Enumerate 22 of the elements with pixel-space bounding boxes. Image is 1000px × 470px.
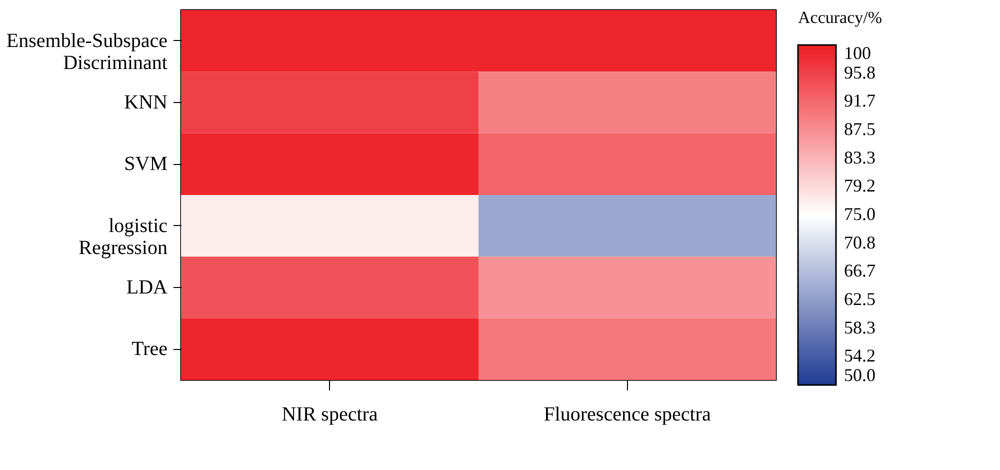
color-bar-label: 100: [844, 43, 871, 63]
y-tick-label: SVM: [124, 153, 168, 176]
color-bar-title: Accuracy/%: [798, 8, 882, 27]
x-tick-label: Fluorescence spectra: [544, 404, 711, 426]
y-tick-label: LDA: [126, 276, 168, 298]
color-bar-label: 62.5: [844, 289, 876, 309]
color-bar-label: 79.2: [844, 175, 876, 196]
color-bar-label: 91.7: [844, 90, 876, 110]
y-tick-label: KNN: [124, 92, 168, 114]
color-bar-label: 50.0: [844, 365, 876, 385]
color-bar-label: 75.0: [844, 204, 876, 224]
color-bar-label: 87.5: [844, 119, 876, 139]
color-bar-label: 70.8: [844, 232, 876, 253]
y-tick-label: Tree: [132, 338, 168, 360]
x-tick-label: NIR spectra: [282, 404, 378, 426]
color-bar-label: 66.7: [844, 260, 876, 280]
color-bar-label: 58.3: [844, 318, 876, 338]
y-tick-label: logistic Regression: [78, 214, 168, 259]
color-bar-label: 95.8: [844, 62, 876, 83]
y-tick-label: Ensemble-Subspace Discriminant: [6, 30, 168, 74]
color-bar-label: 54.2: [844, 345, 876, 366]
color-bar-label: 83.3: [844, 148, 876, 168]
